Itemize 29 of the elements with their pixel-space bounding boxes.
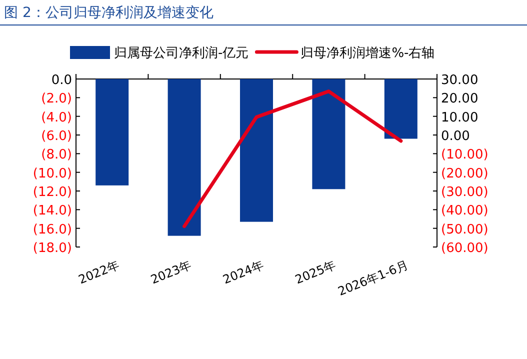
y-tick-label: (10.0) <box>32 166 72 182</box>
y-tick-label: (12.0) <box>32 185 72 200</box>
y2-tick-label: 0.00 <box>441 129 470 144</box>
x-tick-label: 2025年 <box>293 258 338 287</box>
y2-tick-label: (60.00) <box>441 241 488 256</box>
legend-label: 归属母公司净利润-亿元 <box>114 46 249 61</box>
y2-tick-label: 10.00 <box>441 110 478 126</box>
legend-label: 归母净利润增速%-右轴 <box>300 46 435 61</box>
y-tick-label: (18.0) <box>32 241 72 256</box>
x-tick-label: 2022年 <box>76 258 122 287</box>
y2-tick-label: (30.00) <box>441 185 488 200</box>
y-tick-label: (2.0) <box>41 92 72 107</box>
y2-tick-label: 30.00 <box>441 73 478 88</box>
y-tick-label: (8.0) <box>41 148 72 163</box>
y2-tick-label: 20.00 <box>441 92 478 107</box>
y-tick-label: (14.0) <box>32 204 72 219</box>
y-tick-label: (6.0) <box>41 129 72 144</box>
y-tick-label: 0.0 <box>51 73 72 88</box>
line-series <box>182 90 403 228</box>
y-tick-label: (4.0) <box>41 110 72 126</box>
y2-tick-label: (10.00) <box>441 148 488 163</box>
y2-tick-label: (50.00) <box>441 222 488 238</box>
y-tick-label: (16.0) <box>32 222 72 238</box>
y2-tick-label: (40.00) <box>441 204 488 219</box>
x-tick-label: 2026年1-6月 <box>336 258 410 299</box>
x-tick-label: 2023年 <box>148 258 194 287</box>
y2-tick-label: (20.00) <box>441 166 488 182</box>
chart-title: 图 2：公司归母净利润及增速变化 <box>4 5 214 21</box>
x-tick-label: 2024年 <box>220 258 266 287</box>
